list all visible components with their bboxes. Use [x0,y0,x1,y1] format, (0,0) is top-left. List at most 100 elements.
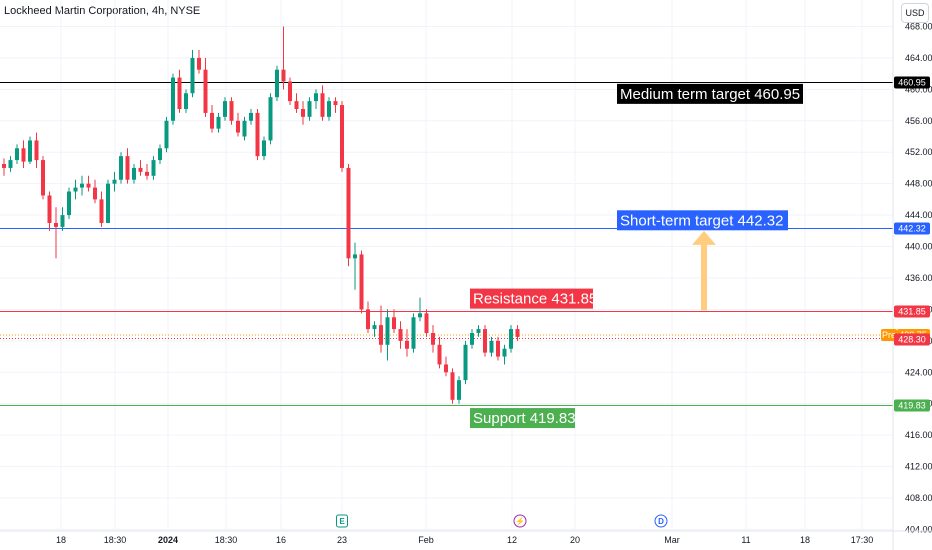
y-tick-label: 444.00 [905,210,932,220]
candle [515,325,520,341]
candle [197,50,201,74]
last-price-tag [894,333,930,346]
event-letter: E [339,517,345,526]
event-marker[interactable]: D [654,514,668,528]
candle [138,160,143,176]
x-tick-label: Feb [418,535,434,545]
premarket-badge [881,328,897,341]
x-tick-label: 2024 [158,535,178,545]
candle-body [366,309,370,330]
candle-body [190,57,195,94]
candle [112,171,117,192]
candle-body [262,140,266,157]
level-annotation: Medium term target 460.95 [617,83,803,104]
candle-body [2,164,6,168]
candle [489,336,494,357]
candle [164,116,169,153]
candle-body [385,317,390,345]
event-letter: ⚡ [515,516,525,526]
candle [229,97,234,125]
candle-body [203,69,208,113]
annotation-box [617,210,788,231]
y-tick-label: 424.00 [905,367,932,377]
x-tick-label: 11 [741,535,750,545]
candle-body [73,187,78,192]
level-tag [894,76,930,89]
candle-body [151,160,156,176]
candle-body [405,340,409,349]
level-tag-label: 460.95 [898,78,926,88]
candle [28,136,32,165]
candle [288,77,292,106]
candle-body [177,77,182,109]
annotation-label: Medium term target 460.95 [620,86,800,103]
candle [320,85,325,121]
candle [444,356,448,377]
event-marker[interactable]: ⚡ [513,514,527,528]
candle-body [288,81,292,102]
candle-body [145,171,149,176]
level-tag [894,399,930,412]
candle [463,340,468,385]
dividend-icon[interactable] [654,514,668,528]
x-tick-label: 12 [507,535,517,545]
candle-body [106,183,110,223]
candle-body [437,344,442,365]
event-letter: D [658,517,664,526]
x-tick-label: 18:30 [215,535,238,545]
candle-body [320,93,325,117]
candle-body [8,160,13,168]
candle-body [327,101,331,117]
candle-body [450,372,455,400]
candle [353,242,357,290]
candle [502,344,507,365]
y-tick-label: 416.00 [905,430,932,440]
x-tick-label: 17:30 [851,535,874,545]
candle-body [54,222,58,227]
candle-body [418,313,422,318]
annotation-label: Short-term target 442.32 [620,212,783,229]
candle [450,368,455,404]
candle-body [216,116,221,129]
candle-body [210,112,214,129]
candle-body [158,148,162,161]
candle [119,152,123,184]
candle-body [47,195,52,223]
event-marker[interactable]: E [336,514,348,528]
level-tag [894,222,930,235]
currency-selector[interactable]: USD [901,3,929,23]
y-tick-label: 452.00 [905,147,932,157]
y-tick-label: 460.00 [905,84,932,94]
candlestick-series [2,26,520,404]
candle-body [476,329,481,333]
candle [496,336,500,361]
split-icon[interactable] [513,514,527,528]
candle-body [242,120,247,137]
candle-body [249,112,253,121]
chart-title: Lockheed Martin Corporation, 4h, NYSE [4,5,201,17]
candle [255,108,260,161]
candle-body [515,329,520,337]
candle [145,164,149,180]
x-tick-label: 20 [570,535,580,545]
candle [67,187,71,220]
candle-body [275,69,279,98]
candle-body [411,317,416,349]
candle [392,309,396,333]
y-tick-label: 436.00 [905,273,932,283]
event-markers: E ⚡ D [336,514,668,528]
level-annotation: Resistance 431.85 [470,288,597,309]
candle-body [314,93,318,102]
candle-body [463,344,468,381]
candle [132,164,136,184]
candle [509,325,513,353]
candle-body [431,333,435,345]
earnings-icon[interactable] [336,514,348,528]
candle [21,140,26,168]
x-tick-label: 18 [56,535,66,545]
candle-body [333,101,338,106]
level-tag-label: 419.83 [898,401,926,411]
y-tick-label: 468.00 [905,21,932,31]
candle [470,329,474,349]
